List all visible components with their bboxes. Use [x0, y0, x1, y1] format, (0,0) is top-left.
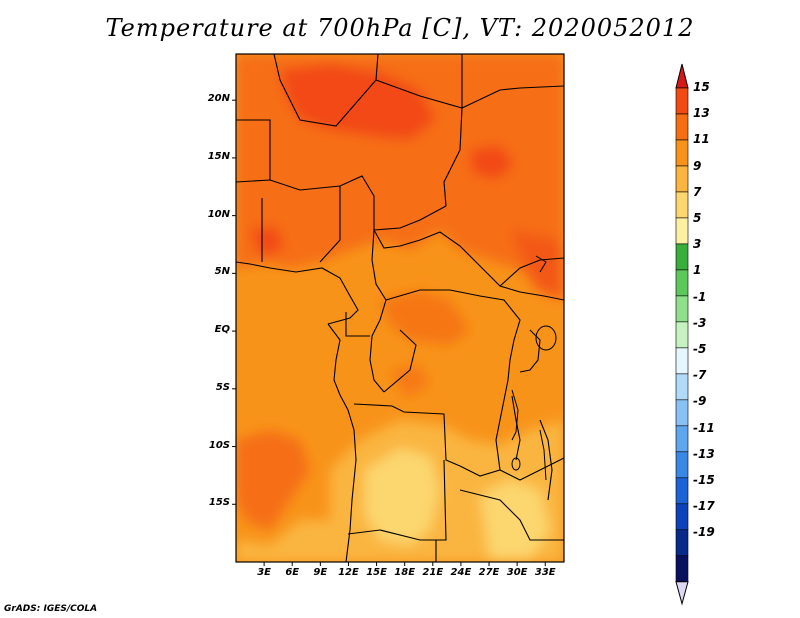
colorbar-label: -17	[693, 499, 715, 514]
lon-label: 30E	[506, 567, 528, 578]
colorbar-label: 5	[693, 211, 702, 225]
colorbar-label: -5	[693, 342, 707, 356]
lat-label: 5N	[214, 266, 230, 278]
colorbar-swatch	[675, 425, 689, 453]
colorbar-label: -15	[693, 473, 715, 487]
colorbar-label: -7	[693, 368, 707, 383]
colorbar-label: 3	[693, 237, 702, 252]
colorbar-swatch	[675, 503, 689, 531]
lon-ticks	[263, 562, 546, 566]
lat-label: 15N	[207, 150, 230, 162]
lat-label: EQ	[214, 324, 230, 336]
lat-label: 5S	[215, 381, 230, 393]
colorbar-top-arrow	[675, 63, 689, 89]
colorbar-swatch	[675, 347, 689, 375]
colorbar-label: -11	[693, 420, 715, 435]
colorbar-swatch	[675, 113, 689, 141]
colorbar-swatch	[675, 451, 689, 479]
lon-label: 15E	[366, 567, 387, 578]
lat-label: 15S	[208, 497, 230, 509]
colorbar-bottom-arrow	[675, 581, 689, 606]
colorbar	[675, 63, 689, 606]
colorbar-label: -9	[693, 394, 707, 409]
lon-label: 21E	[422, 567, 444, 578]
lat-ticks	[232, 99, 236, 505]
colorbar-label: 11	[693, 132, 710, 147]
colorbar-swatch	[675, 217, 689, 245]
colorbar-swatch	[675, 373, 689, 401]
colorbar-swatch	[675, 191, 689, 219]
temperature-field	[236, 54, 564, 562]
country-borders	[236, 54, 564, 562]
lon-label: 6E	[285, 567, 300, 578]
lon-label: 27E	[478, 567, 500, 578]
credit-text: GrADS: IGES/COLA	[4, 604, 98, 614]
colorbar-label: -3	[693, 315, 707, 330]
colorbar-label: -1	[693, 289, 707, 304]
colorbar-swatch	[675, 243, 689, 271]
lat-label: 20N	[207, 93, 230, 105]
colorbar-swatch	[675, 269, 689, 297]
lakes	[511, 255, 557, 481]
colorbar-label: -19	[693, 525, 715, 540]
colorbar-label: 15	[693, 80, 710, 94]
colorbar-swatch	[675, 295, 689, 323]
colorbar-swatch	[675, 555, 689, 583]
lon-label: 24E	[450, 567, 472, 578]
colorbar-label: 13	[693, 106, 710, 121]
lon-label: 33E	[534, 567, 556, 578]
colorbar-swatch	[675, 321, 689, 349]
colorbar-swatch	[675, 399, 689, 427]
colorbar-label: 7	[693, 184, 702, 199]
colorbar-swatch	[675, 477, 689, 505]
lon-label: 3E	[257, 567, 271, 578]
colorbar-swatch	[675, 529, 689, 557]
lon-label: 9E	[313, 567, 328, 578]
lon-label: 12E	[338, 567, 359, 578]
colorbar-label: 1	[693, 263, 702, 278]
colorbar-label: 9	[693, 158, 702, 173]
colorbar-swatch	[675, 139, 689, 167]
map-frame	[235, 53, 565, 563]
lon-label: 18E	[394, 567, 416, 578]
lat-label: 10S	[208, 439, 230, 451]
colorbar-swatch	[675, 165, 689, 193]
lat-label: 10N	[207, 208, 230, 220]
colorbar-swatch	[675, 87, 689, 115]
chart-title: Temperature at 700hPa [C], VT: 202005201…	[105, 14, 695, 42]
colorbar-label: -13	[693, 446, 715, 461]
